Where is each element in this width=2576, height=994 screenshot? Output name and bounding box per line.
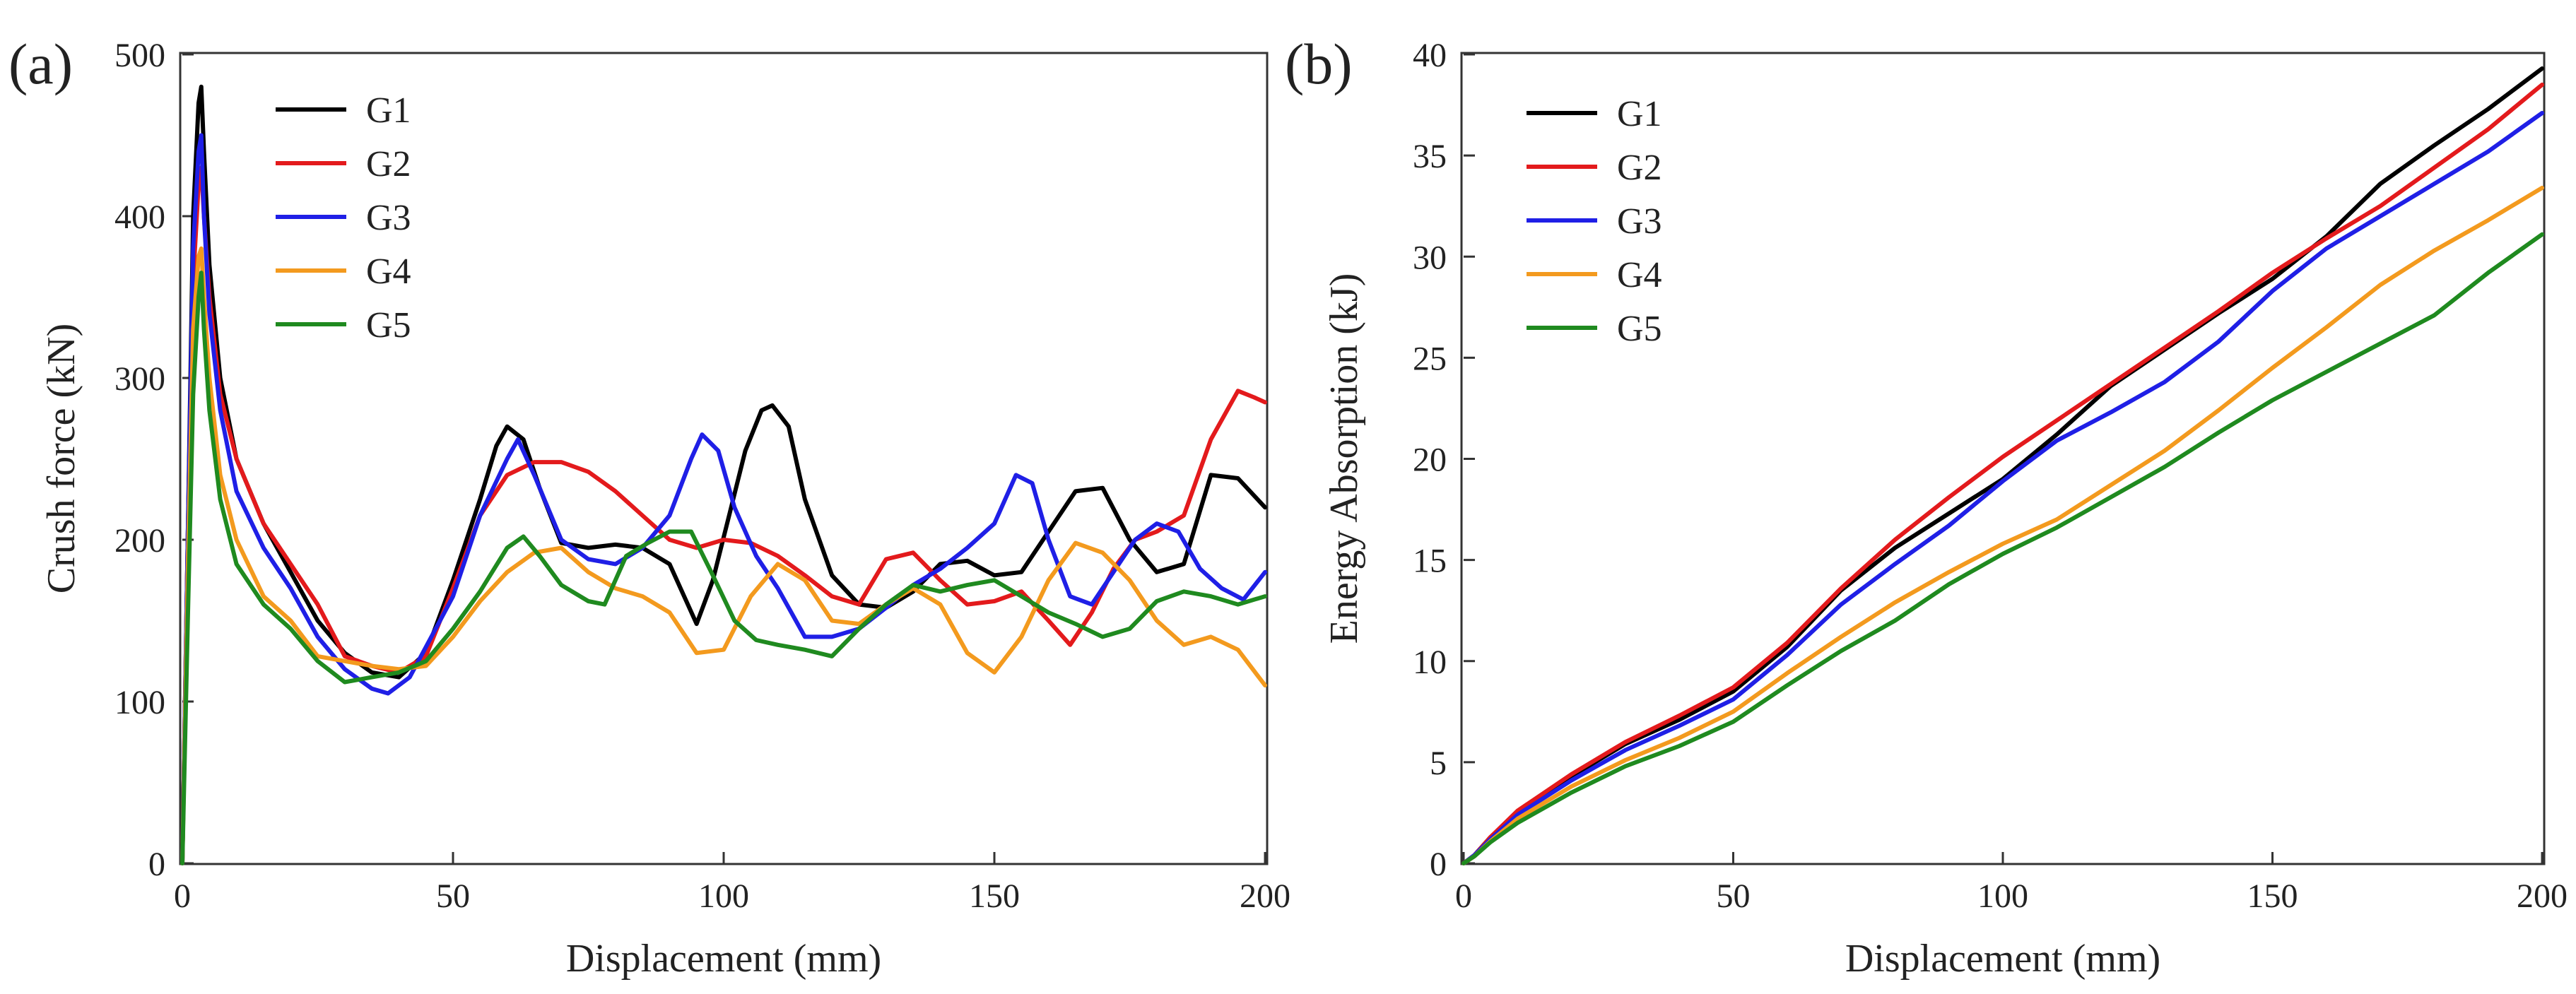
y-tick-label: 20 [1413,442,1447,479]
y-tick-label: 15 [1413,543,1447,580]
x-tick-label: 0 [1455,877,1472,915]
panel-a-ylabel: Crush force (kN) [40,324,83,594]
y-tick-label: 40 [1413,37,1447,74]
x-tick-label: 100 [698,877,749,915]
panel-a-xlabel: Displacement (mm) [566,937,881,981]
legend-label-g3: G3 [1617,201,1662,242]
x-tick-label: 150 [2247,877,2298,915]
y-tick-label: 10 [1413,644,1447,681]
series-line-g3 [180,133,1267,865]
y-tick-label: 400 [114,199,165,236]
series-line-g2 [1462,82,2544,865]
legend-label-g5: G5 [366,305,411,345]
y-tick-label: 35 [1413,138,1447,175]
x-tick-label: 0 [174,877,191,915]
panel-b-plot-frame [1460,52,2546,865]
legend-label-g1: G1 [366,90,411,131]
y-tick-label: 200 [114,522,165,560]
x-tick-label: 50 [1717,877,1751,915]
panel-a-plot-frame [179,52,1269,865]
x-tick-label: 200 [2517,877,2568,915]
series-line-g4 [180,246,1267,865]
legend-label-g1: G1 [1617,94,1662,134]
panel-a-lines [180,84,1267,865]
y-tick-label: 0 [148,846,165,883]
legend-label-g5: G5 [1617,309,1662,349]
series-line-g2 [180,165,1267,865]
series-line-g5 [180,271,1267,865]
y-tick-label: 300 [114,360,165,398]
panel-b-legend: G1 G2 G3 G4 G5 [1527,94,1662,349]
legend-label-g2: G2 [1617,148,1662,188]
y-tick-label: 500 [114,37,165,74]
panel-b-ylabel: Energy Absorption (kJ) [1322,273,1366,644]
panel-b-lines [1462,66,2544,865]
panel-b-axes: 0 50 100 150 200 0 5 10 15 20 25 30 35 40 [1413,37,2568,915]
y-tick-label: 0 [1430,846,1447,883]
legend-label-g4: G4 [1617,255,1662,295]
series-line-g5 [1462,232,2544,865]
panel-a-label: (a) [8,32,73,96]
series-line-g3 [1462,111,2544,865]
x-tick-label: 100 [1977,877,2028,915]
panel-a-axes: 0 50 100 150 200 0 100 200 300 400 500 [114,37,1290,915]
panel-a-legend: G1 G2 G3 G4 G5 [276,90,411,345]
y-tick-label: 100 [114,684,165,721]
legend-label-g3: G3 [366,198,411,238]
y-tick-label: 30 [1413,239,1447,276]
x-tick-label: 50 [436,877,470,915]
panel-b-label: (b) [1285,32,1353,96]
legend-label-g4: G4 [366,252,411,292]
y-tick-label: 5 [1430,745,1447,782]
y-tick-label: 25 [1413,340,1447,377]
series-line-g4 [1462,185,2544,865]
x-tick-label: 150 [969,877,1020,915]
x-tick-label: 200 [1240,877,1290,915]
panel-b-xlabel: Displacement (mm) [1845,937,2160,981]
legend-label-g2: G2 [366,144,411,184]
